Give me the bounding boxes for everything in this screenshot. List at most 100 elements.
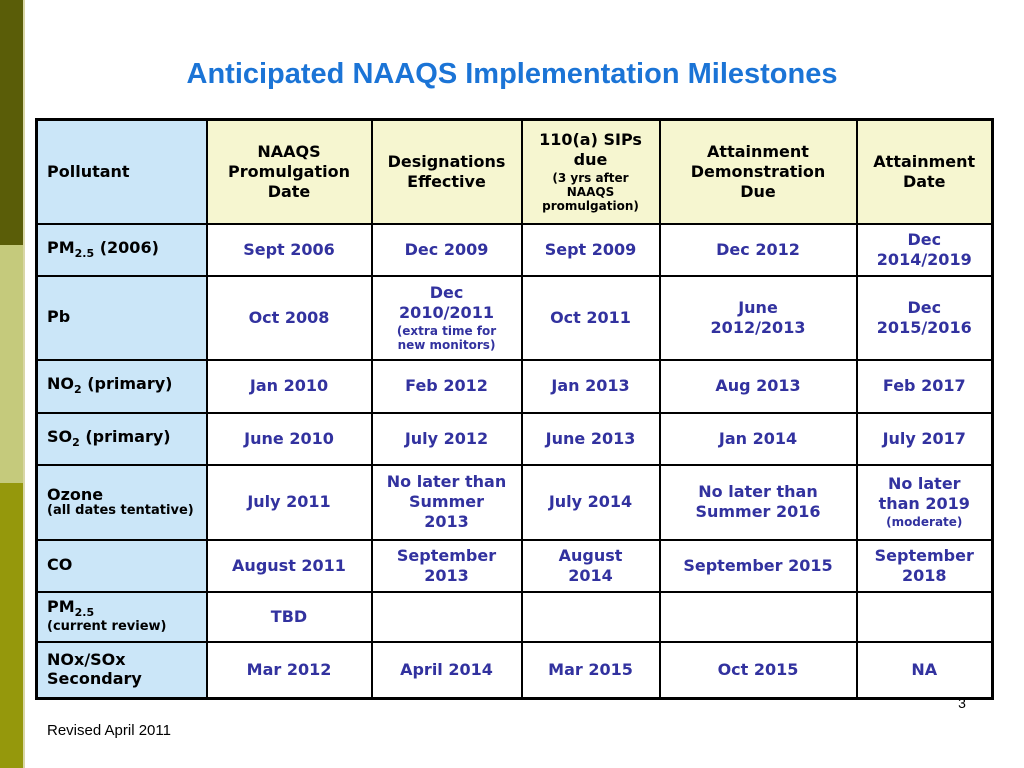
header-pollutant: Pollutant bbox=[35, 118, 208, 225]
pollutant-cell: Pb bbox=[35, 274, 208, 361]
milestone-value: Sept 2006 bbox=[243, 239, 335, 259]
accent-bar-segment-olive bbox=[0, 483, 23, 768]
milestone-cell: Dec 2014/2019 bbox=[855, 222, 994, 277]
milestone-cell bbox=[658, 590, 858, 643]
pollutant-suffix: (primary) bbox=[79, 426, 171, 446]
header-sips-note: (3 yrs after NAAQS promulgation) bbox=[542, 170, 639, 214]
accent-bar-segment-dark bbox=[0, 0, 23, 245]
table-row-nox-sox: NOx/SOx Secondary Mar 2012 April 2014 Mar… bbox=[35, 640, 994, 700]
milestone-value: September 2018 bbox=[874, 545, 974, 585]
header-attainment-demonstration: Attainment Demonstration Due bbox=[658, 118, 858, 225]
milestone-note: (extra time for new monitors) bbox=[396, 323, 497, 352]
header-designations-effective: Designations Effective bbox=[370, 118, 523, 225]
milestone-cell bbox=[855, 590, 994, 643]
pollutant-name: PM bbox=[47, 237, 75, 257]
pollutant-cell: Ozone (all dates tentative) bbox=[35, 463, 208, 541]
pollutant-subscript: 2.5 bbox=[74, 606, 95, 620]
milestone-cell: September 2018 bbox=[855, 538, 994, 593]
milestone-cell: Sept 2006 bbox=[205, 222, 373, 277]
milestone-value: June 2010 bbox=[244, 428, 334, 448]
pollutant-subscript: 2 bbox=[74, 383, 82, 397]
pollutant-name: SO bbox=[47, 426, 73, 446]
milestone-value: Jan 2010 bbox=[249, 376, 329, 395]
table-row-so2: SO2 (primary) June 2010 July 2012 June 2… bbox=[35, 411, 994, 466]
table-row-co: CO August 2011 September 2013 August 201… bbox=[35, 538, 994, 593]
milestone-value: Jan 2013 bbox=[551, 376, 630, 395]
milestone-value: September 2013 bbox=[396, 545, 497, 585]
milestone-value: June 2013 bbox=[545, 428, 636, 448]
milestone-cell: Dec 2009 bbox=[370, 222, 523, 277]
footer-note: Revised April 2011 bbox=[47, 722, 171, 739]
pollutant-name: CO bbox=[47, 555, 73, 575]
milestone-value: September 2015 bbox=[683, 555, 833, 575]
milestone-value: Dec 2010/2011 bbox=[399, 282, 494, 322]
milestone-value: Dec 2009 bbox=[404, 239, 489, 259]
milestone-note: (moderate) bbox=[886, 515, 963, 530]
pollutant-name: PM bbox=[47, 597, 75, 617]
milestone-cell: No later than Summer 2013 bbox=[370, 463, 523, 541]
milestone-cell: August 2014 bbox=[520, 538, 661, 593]
milestone-value: July 2012 bbox=[404, 428, 489, 448]
pollutant-cell: NO2 (primary) bbox=[35, 358, 208, 414]
milestone-value: Mar 2012 bbox=[246, 659, 332, 679]
milestone-cell: Oct 2011 bbox=[520, 274, 661, 361]
milestone-value: Oct 2008 bbox=[248, 307, 330, 327]
milestone-value: Mar 2015 bbox=[548, 659, 633, 679]
pollutant-name: NO bbox=[47, 374, 74, 394]
milestone-value: Dec 2014/2019 bbox=[876, 229, 972, 269]
milestone-cell bbox=[520, 590, 661, 643]
milestone-cell: April 2014 bbox=[370, 640, 523, 700]
milestone-value: June 2012/2013 bbox=[710, 297, 806, 337]
milestone-value: Jan 2014 bbox=[718, 428, 798, 448]
milestone-cell: Oct 2015 bbox=[658, 640, 858, 700]
milestone-cell: Jan 2010 bbox=[205, 358, 373, 414]
milestone-cell: Feb 2017 bbox=[855, 358, 994, 414]
milestone-value: Dec 2015/2016 bbox=[876, 297, 972, 337]
pollutant-note: (current review) bbox=[47, 619, 167, 635]
milestone-cell: Jan 2014 bbox=[658, 411, 858, 466]
milestone-cell: September 2015 bbox=[658, 538, 858, 593]
slide-title: Anticipated NAAQS Implementation Milesto… bbox=[186, 58, 838, 90]
milestone-value: Oct 2011 bbox=[550, 307, 631, 327]
table-row-pm25-2006: PM2.5 (2006) Sept 2006 Dec 2009 Sept 200… bbox=[35, 222, 994, 277]
pollutant-name: Pb bbox=[47, 307, 71, 327]
milestone-cell: Sept 2009 bbox=[520, 222, 661, 277]
pollutant-cell: PM2.5 (2006) bbox=[35, 222, 208, 277]
milestone-value: August 2014 bbox=[558, 545, 623, 585]
milestone-value: July 2011 bbox=[247, 492, 331, 511]
milestone-value: Oct 2015 bbox=[717, 659, 799, 679]
milestone-cell: No later than Summer 2016 bbox=[658, 463, 858, 541]
milestone-cell: Dec 2012 bbox=[658, 222, 858, 277]
pollutant-cell: PM2.5 (current review) bbox=[35, 590, 208, 643]
milestone-value: TBD bbox=[270, 606, 308, 626]
milestones-table: Pollutant NAAQS Promulgation Date Design… bbox=[35, 118, 994, 700]
milestone-value: August 2011 bbox=[232, 555, 346, 575]
milestone-cell: Dec 2015/2016 bbox=[855, 274, 994, 361]
table-row-no2: NO2 (primary) Jan 2010 Feb 2012 Jan 2013… bbox=[35, 358, 994, 414]
milestone-value: Dec 2012 bbox=[716, 239, 800, 259]
milestone-value: April 2014 bbox=[400, 659, 493, 679]
milestone-value: July 2014 bbox=[548, 492, 633, 511]
milestone-cell: July 2012 bbox=[370, 411, 523, 466]
pollutant-suffix: (2006) bbox=[94, 237, 159, 257]
milestone-cell: Mar 2012 bbox=[205, 640, 373, 700]
milestone-value: Aug 2013 bbox=[715, 376, 801, 395]
pollutant-subscript: 2 bbox=[72, 435, 80, 449]
table-row-pm25-current: PM2.5 (current review) TBD bbox=[35, 590, 994, 643]
milestone-cell bbox=[370, 590, 523, 643]
pollutant-name: Ozone bbox=[47, 484, 104, 504]
milestone-value: Sept 2009 bbox=[544, 239, 637, 259]
milestone-cell: July 2011 bbox=[205, 463, 373, 541]
pollutant-note: (all dates tentative) bbox=[47, 503, 194, 519]
milestone-value: No later than 2019 bbox=[878, 474, 970, 514]
pollutant-subscript: 2.5 bbox=[74, 246, 95, 260]
milestone-cell: Jan 2013 bbox=[520, 358, 661, 414]
milestone-cell: September 2013 bbox=[370, 538, 523, 593]
milestone-cell: August 2011 bbox=[205, 538, 373, 593]
milestone-cell: July 2017 bbox=[855, 411, 994, 466]
pollutant-suffix: (primary) bbox=[81, 374, 173, 394]
milestone-cell: June 2010 bbox=[205, 411, 373, 466]
table-row-pb: Pb Oct 2008 Dec 2010/2011 (extra time for… bbox=[35, 274, 994, 361]
milestone-cell: Feb 2012 bbox=[370, 358, 523, 414]
